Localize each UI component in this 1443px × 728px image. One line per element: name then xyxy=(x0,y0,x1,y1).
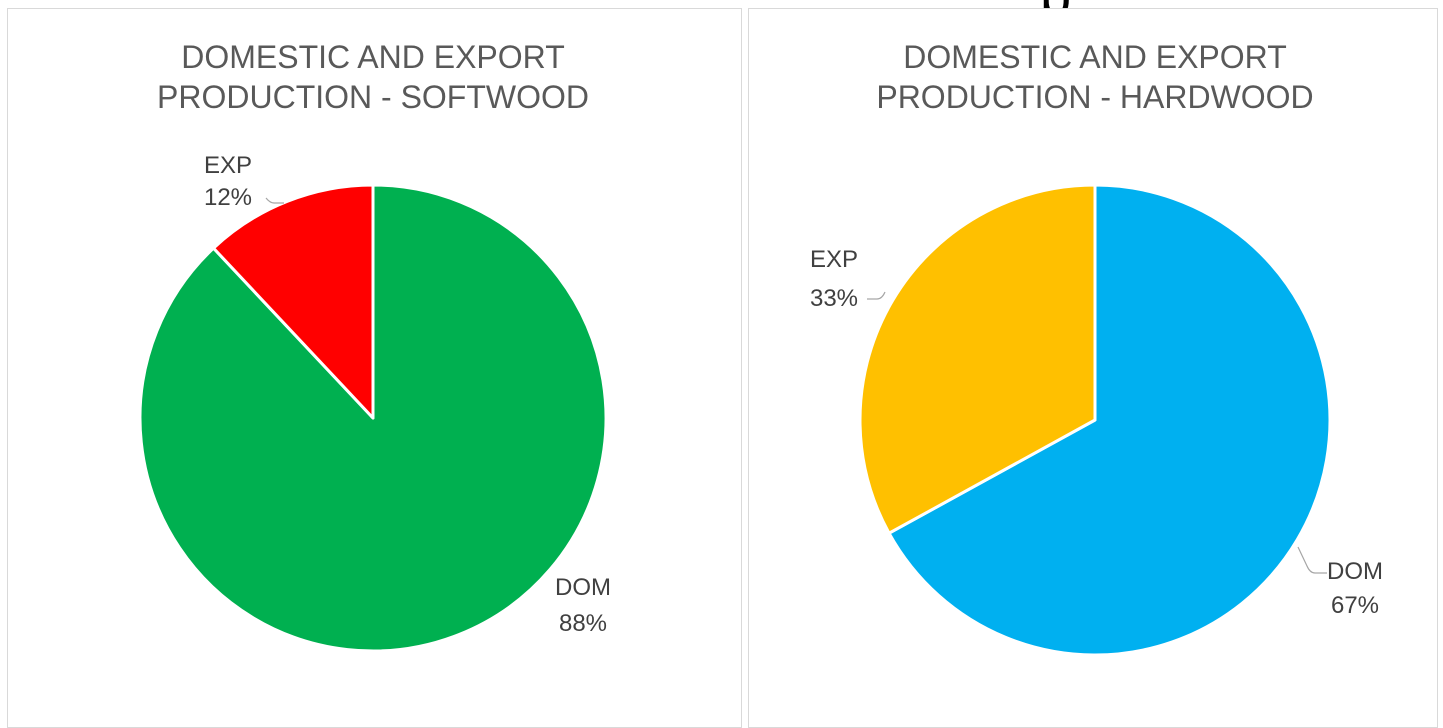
hardwood-slice-exp xyxy=(858,183,1097,535)
softwood-chart-panel: DOMESTIC AND EXPORT PRODUCTION - SOFTWOOD… xyxy=(7,8,742,728)
softwood-data-label-percent-exp: 12% xyxy=(204,184,252,211)
hardwood-data-label-percent-dom: 67% xyxy=(1331,592,1379,619)
hardwood-data-label-name-dom: DOM xyxy=(1327,558,1383,585)
hardwood-chart-title-line-1: DOMESTIC AND EXPORT xyxy=(903,39,1286,75)
softwood-data-label-name-exp: EXP xyxy=(204,152,252,179)
hardwood-data-label-name-exp: EXP xyxy=(810,246,858,273)
softwood-data-label-name-dom: DOM xyxy=(555,574,611,601)
softwood-data-label-percent-dom: 88% xyxy=(559,610,607,637)
softwood-leader-line-exp xyxy=(265,197,284,204)
hardwood-chart-title-line-2: PRODUCTION - HARDWOOD xyxy=(876,79,1313,115)
softwood-pie-chart: DOMESTIC AND EXPORT PRODUCTION - SOFTWOOD… xyxy=(138,39,611,653)
softwood-chart-title-line-2: PRODUCTION - SOFTWOOD xyxy=(157,79,589,115)
hardwood-chart-panel: DOMESTIC AND EXPORT PRODUCTION - HARDWOOD… xyxy=(748,8,1438,728)
hardwood-leader-line-dom xyxy=(1297,546,1327,574)
hardwood-slice-dom xyxy=(887,183,1332,657)
hardwood-leader-line-exp xyxy=(867,291,886,300)
hardwood-pie-chart: DOMESTIC AND EXPORT PRODUCTION - HARDWOOD… xyxy=(810,39,1383,657)
softwood-chart-title-line-1: DOMESTIC AND EXPORT xyxy=(181,39,564,75)
hardwood-data-label-percent-exp: 33% xyxy=(810,285,858,312)
softwood-slice-exp xyxy=(212,183,375,420)
